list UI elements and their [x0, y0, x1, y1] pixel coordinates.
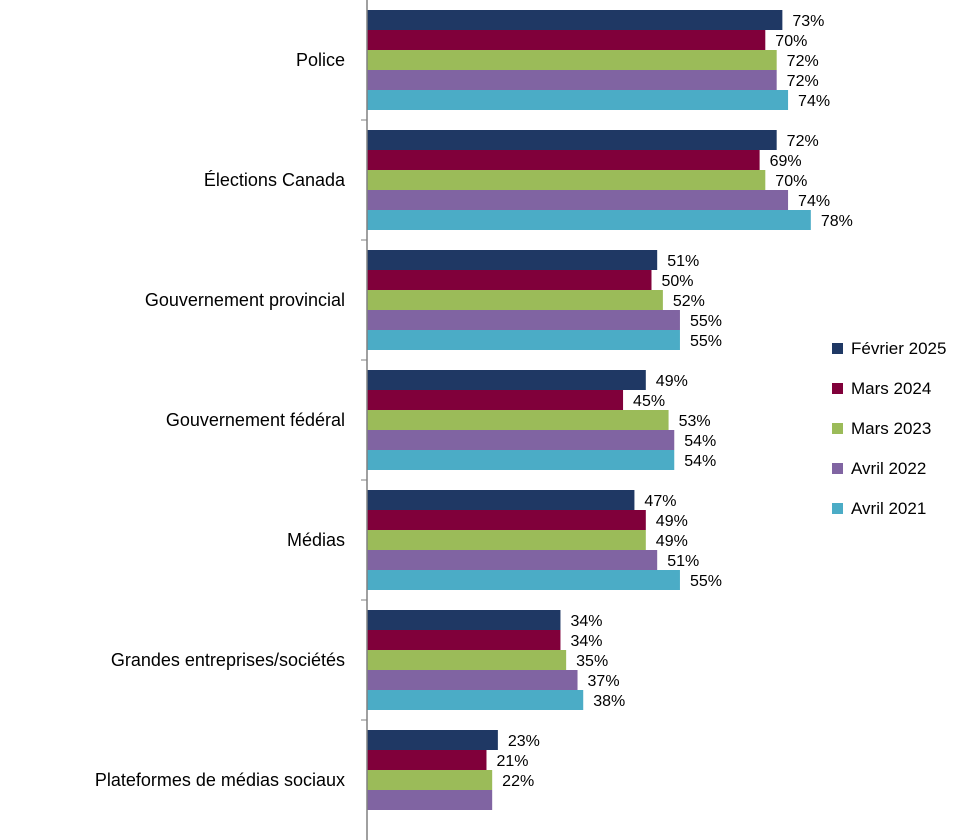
bar — [367, 370, 646, 390]
bar — [367, 250, 658, 270]
bar — [367, 70, 777, 90]
data-label: 55% — [690, 313, 722, 330]
data-label: 55% — [690, 333, 722, 350]
category-label: Gouvernement fédéral — [166, 410, 345, 430]
bar — [367, 270, 652, 290]
data-label: 52% — [673, 293, 705, 310]
legend-swatch — [832, 343, 843, 354]
bar — [367, 510, 646, 530]
legend-item: Mars 2023 — [832, 414, 946, 443]
category-label: Médias — [287, 530, 345, 550]
data-label: 74% — [798, 93, 830, 110]
data-label: 50% — [662, 273, 694, 290]
bar — [367, 90, 789, 110]
legend-label: Mars 2023 — [851, 418, 932, 438]
bar — [367, 770, 493, 790]
data-label: 51% — [667, 553, 699, 570]
data-label: 21% — [496, 753, 528, 770]
bar — [367, 490, 635, 510]
bar — [367, 330, 680, 350]
data-label: 72% — [787, 53, 819, 70]
bar — [367, 690, 584, 710]
legend-swatch — [832, 463, 843, 474]
data-label: 35% — [576, 653, 608, 670]
data-label: 38% — [593, 693, 625, 710]
data-label: 53% — [679, 413, 711, 430]
data-label: 49% — [656, 513, 688, 530]
legend-label: Mars 2024 — [851, 378, 932, 398]
bar — [367, 790, 493, 810]
data-label: 69% — [770, 153, 802, 170]
data-label: 34% — [570, 613, 602, 630]
data-label: 22% — [502, 773, 534, 790]
category-label: Gouvernement provincial — [145, 290, 345, 310]
bar — [367, 310, 680, 330]
legend-swatch — [832, 423, 843, 434]
legend-item: Février 2025 — [832, 334, 946, 363]
data-label: 72% — [787, 73, 819, 90]
legend-label: Avril 2021 — [851, 498, 927, 518]
data-label: 72% — [787, 133, 819, 150]
bar — [367, 150, 760, 170]
data-label: 37% — [588, 673, 620, 690]
data-label: 34% — [570, 633, 602, 650]
data-label: 70% — [775, 33, 807, 50]
bar — [367, 430, 675, 450]
bar — [367, 30, 766, 50]
bar — [367, 750, 487, 770]
category-label: Police — [296, 50, 345, 70]
legend-item: Avril 2022 — [832, 454, 946, 483]
legend-label: Avril 2022 — [851, 458, 927, 478]
bar — [367, 130, 777, 150]
data-label: 45% — [633, 393, 665, 410]
legend-item: Mars 2024 — [832, 374, 946, 403]
category-label: Élections Canada — [204, 170, 346, 190]
legend-swatch — [832, 383, 843, 394]
bar — [367, 450, 675, 470]
legend-swatch — [832, 503, 843, 514]
data-label: 49% — [656, 373, 688, 390]
bar — [367, 290, 663, 310]
bar — [367, 50, 777, 70]
data-label: 55% — [690, 573, 722, 590]
bar — [367, 390, 624, 410]
category-label: Grandes entreprises/sociétés — [111, 650, 345, 670]
category-label: Plateformes de médias sociaux — [95, 770, 345, 790]
bar — [367, 210, 811, 230]
bar — [367, 10, 783, 30]
bar — [367, 410, 669, 430]
data-label: 54% — [684, 453, 716, 470]
data-label: 78% — [821, 213, 853, 230]
bar — [367, 530, 646, 550]
data-label: 54% — [684, 433, 716, 450]
bar — [367, 730, 498, 750]
data-label: 74% — [798, 193, 830, 210]
bar — [367, 550, 658, 570]
bar — [367, 190, 789, 210]
bar — [367, 610, 561, 630]
bar — [367, 650, 567, 670]
legend-label: Février 2025 — [851, 338, 947, 358]
bar — [367, 570, 680, 590]
bar — [367, 670, 578, 690]
data-label: 23% — [508, 733, 540, 750]
data-label: 47% — [644, 493, 676, 510]
data-label: 49% — [656, 533, 688, 550]
data-label: 73% — [792, 13, 824, 30]
bar — [367, 630, 561, 650]
bar — [367, 170, 766, 190]
data-label: 51% — [667, 253, 699, 270]
legend-item: Avril 2021 — [832, 494, 946, 523]
data-label: 70% — [775, 173, 807, 190]
legend: Février 2025 Mars 2024 Mars 2023 Avril 2… — [832, 334, 946, 534]
